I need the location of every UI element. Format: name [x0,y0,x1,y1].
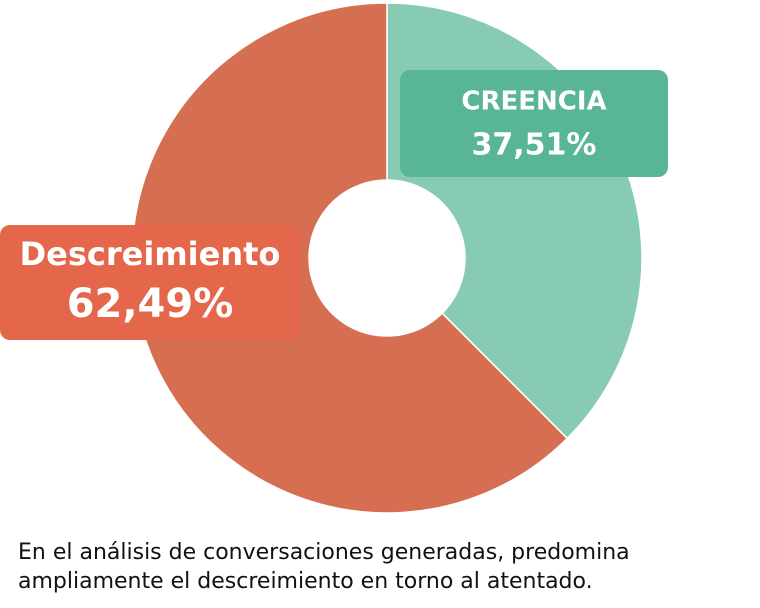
category-label: Descreimiento [20,235,281,273]
value-label: 37,51% [472,128,597,163]
caption-line: ampliamente el descreimiento en torno al… [18,569,593,594]
label-box [0,225,300,340]
slice [131,2,569,514]
caption-line: En el análisis de conversaciones generad… [18,540,630,565]
label-box [400,70,668,177]
chart: CREENCIA 37,51% Descreimiento 62,49% [0,2,668,514]
category-label: CREENCIA [461,87,606,117]
value-label: 62,49% [67,281,234,327]
